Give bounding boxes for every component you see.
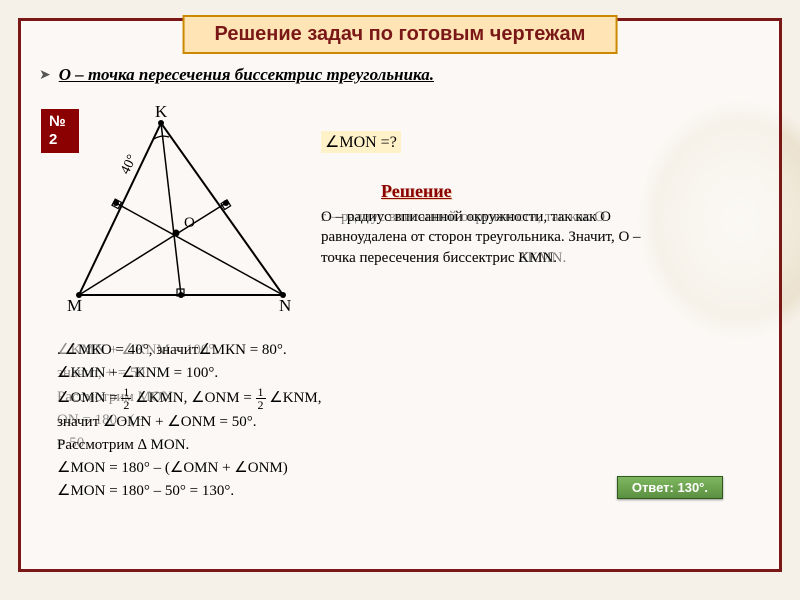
bullet-icon: ➤ <box>39 67 51 84</box>
solution-ghost-text: r – радиус вписанной окружности, так как… <box>321 207 641 268</box>
vertex-k: K <box>155 105 168 121</box>
subtitle-row: ➤ О – точка пересечения биссектрис треуг… <box>39 65 434 85</box>
vertex-m: M <box>67 296 82 315</box>
slide-title: Решение задач по готовым чертежам <box>183 15 618 54</box>
solution-steps: ∠KMN + ∠KNM = 100°. значит, + = 50 Рассм… <box>57 339 321 504</box>
subtitle-text: О – точка пересечения биссектрис треугол… <box>59 65 434 85</box>
solution-heading: Решение <box>381 181 452 202</box>
point-o: O <box>184 215 195 231</box>
content-frame: Решение задач по готовым чертежам ➤ О – … <box>18 18 782 572</box>
answer-badge: Ответ: 130°. <box>617 476 723 499</box>
step-line: ∠MON = 180° – 50° = 130°. <box>57 480 321 503</box>
question-text: ∠MON =? <box>321 131 401 153</box>
step-line: ∠MON = 180° – (∠OMN + ∠ONM) <box>57 457 321 480</box>
steps-ghost: ∠KMN + ∠KNM = 100°. значит, + = 50 Рассм… <box>57 339 218 455</box>
solution-body: r – радиус вписанной окружности, так как… <box>321 207 641 268</box>
triangle-diagram: K M N O 40° <box>61 105 301 325</box>
vertex-n: N <box>279 296 291 315</box>
